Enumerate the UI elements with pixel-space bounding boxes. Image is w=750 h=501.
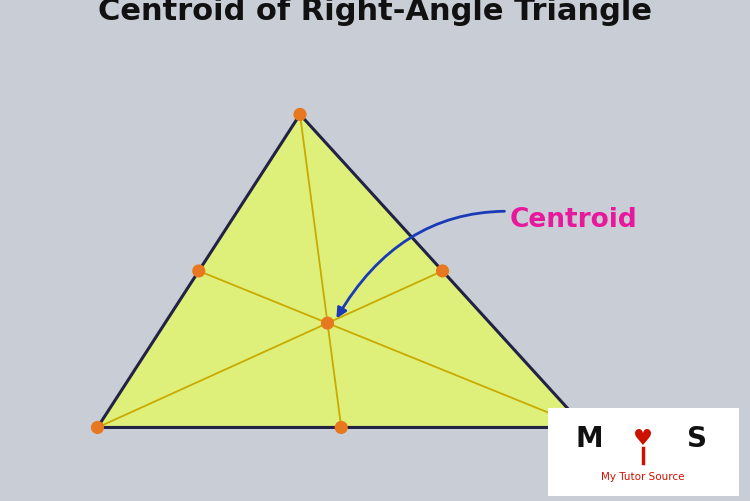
Point <box>92 423 104 431</box>
Text: My Tutor Source: My Tutor Source <box>602 472 685 481</box>
FancyBboxPatch shape <box>536 405 750 499</box>
Point <box>322 319 334 327</box>
Point <box>579 423 591 431</box>
Polygon shape <box>98 114 585 427</box>
Text: S: S <box>687 425 706 453</box>
Text: M: M <box>576 425 604 453</box>
Text: Centroid of Right-Angle Triangle: Centroid of Right-Angle Triangle <box>98 0 652 26</box>
Point <box>436 267 448 275</box>
Text: ♥: ♥ <box>633 429 653 449</box>
Text: Centroid: Centroid <box>338 207 638 316</box>
Point <box>335 423 347 431</box>
Point <box>294 110 306 118</box>
Point <box>193 267 205 275</box>
